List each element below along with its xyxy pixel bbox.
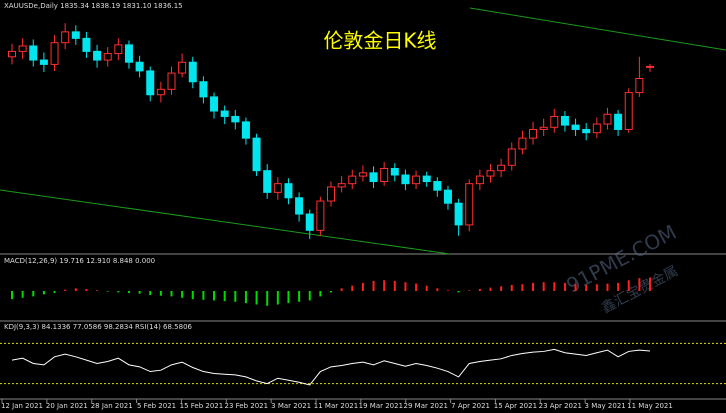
- x-tick-label: 29 Mar 2021: [404, 402, 448, 410]
- candle-body: [433, 181, 442, 191]
- x-tick-label: 28 Jan 2021: [91, 402, 133, 410]
- x-tick-label: 12 Jan 2021: [1, 402, 43, 410]
- candle-body: [497, 164, 506, 172]
- candle-body: [624, 92, 633, 130]
- candle-body: [252, 137, 261, 172]
- candle-body: [167, 72, 176, 90]
- candle-body: [188, 61, 197, 83]
- candle-body: [646, 65, 654, 68]
- candle-body: [560, 115, 569, 126]
- candle-body: [93, 50, 102, 61]
- candle-body: [582, 128, 591, 134]
- candle-body: [135, 61, 144, 72]
- x-tick-label: 3 May 2021: [585, 402, 626, 410]
- candle-body: [401, 174, 410, 185]
- candle-body: [82, 37, 91, 52]
- candle-body: [369, 172, 378, 183]
- x-tick-label: 3 Mar 2021: [271, 402, 311, 410]
- candle-body: [316, 200, 325, 231]
- candle-body: [550, 115, 559, 128]
- candle-body: [273, 183, 282, 193]
- candle-body: [50, 42, 59, 65]
- candle-body: [507, 148, 516, 166]
- x-tick-label: 7 Apr 2021: [451, 402, 490, 410]
- candle-body: [305, 213, 314, 231]
- candle-body: [422, 175, 431, 183]
- x-tick-label: 23 Feb 2021: [224, 402, 268, 410]
- candle-body: [518, 137, 527, 150]
- candle-body: [390, 167, 399, 176]
- candle-body: [199, 81, 208, 98]
- x-tick-label: 15 Apr 2021: [494, 402, 537, 410]
- x-tick-label: 11 Mar 2021: [314, 402, 358, 410]
- channel-line: [469, 7, 726, 51]
- candle-body: [592, 123, 601, 134]
- candle-body: [614, 113, 623, 130]
- candle-body: [529, 128, 538, 139]
- candle-body: [465, 183, 474, 226]
- macd-title: MACD(12,26,9) 19.716 12.910 8.848 0.000: [4, 257, 155, 265]
- candle-body: [231, 115, 240, 123]
- candle-body: [539, 126, 548, 130]
- candle-body: [284, 183, 293, 199]
- candle-body: [603, 113, 612, 125]
- candle-body: [475, 175, 484, 185]
- candle-body: [295, 197, 304, 215]
- candle-body: [39, 59, 48, 65]
- candle-body: [178, 61, 187, 74]
- rsi-line: [11, 348, 651, 386]
- candle-body: [124, 44, 133, 63]
- kdj-title: KDJ(9,3,3) 84.1336 77.0586 98.2834 RSI(1…: [4, 323, 193, 331]
- candle-body: [29, 45, 38, 61]
- header: XAUUSDe,Daily 1835.34 1838.19 1831.10 18…: [4, 2, 183, 10]
- candle-body: [263, 170, 272, 193]
- candle-body: [156, 88, 165, 96]
- candle-body: [412, 175, 421, 185]
- candle-body: [114, 44, 123, 55]
- candle-body: [635, 77, 644, 94]
- x-tick-label: 15 Feb 2021: [180, 402, 224, 410]
- candle-body: [146, 70, 155, 96]
- candle-body: [71, 31, 80, 39]
- candle-body: [454, 202, 463, 226]
- x-tick-label: 11 May 2021: [627, 402, 673, 410]
- x-tick-label: 23 Apr 2021: [539, 402, 582, 410]
- candle-body: [571, 124, 580, 130]
- candle-body: [358, 172, 367, 177]
- candle-body: [486, 170, 495, 177]
- x-tick-label: 19 Mar 2021: [359, 402, 403, 410]
- candle-body: [241, 121, 250, 139]
- candle-body: [337, 183, 346, 188]
- candle-body: [103, 53, 112, 61]
- candle-body: [380, 167, 389, 183]
- candle-body: [348, 175, 357, 185]
- channel-line: [0, 189, 451, 255]
- candle-body: [18, 45, 27, 52]
- candle-body: [443, 189, 452, 204]
- candle-body: [8, 50, 16, 58]
- x-tick-label: 20 Jan 2021: [46, 402, 88, 410]
- x-tick-label: 5 Feb 2021: [137, 402, 176, 410]
- candle-body: [327, 186, 335, 202]
- candle-body: [210, 96, 219, 112]
- chart-title: 伦敦金日K线: [323, 29, 436, 53]
- candle-body: [61, 31, 70, 44]
- candle-body: [220, 110, 229, 117]
